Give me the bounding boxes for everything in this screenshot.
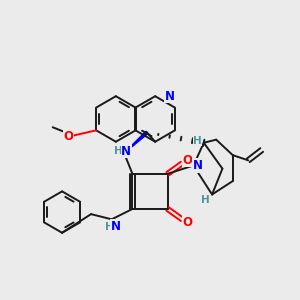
Text: H: H bbox=[114, 146, 122, 156]
Text: H: H bbox=[105, 222, 114, 232]
Text: H: H bbox=[202, 195, 210, 205]
Text: O: O bbox=[63, 130, 73, 143]
Text: O: O bbox=[182, 216, 192, 229]
Polygon shape bbox=[124, 131, 148, 153]
Text: N: N bbox=[121, 145, 131, 158]
Text: O: O bbox=[182, 154, 192, 167]
Text: N: N bbox=[193, 159, 202, 172]
Text: H: H bbox=[193, 136, 202, 146]
Text: N: N bbox=[111, 220, 121, 233]
Text: N: N bbox=[165, 90, 175, 103]
